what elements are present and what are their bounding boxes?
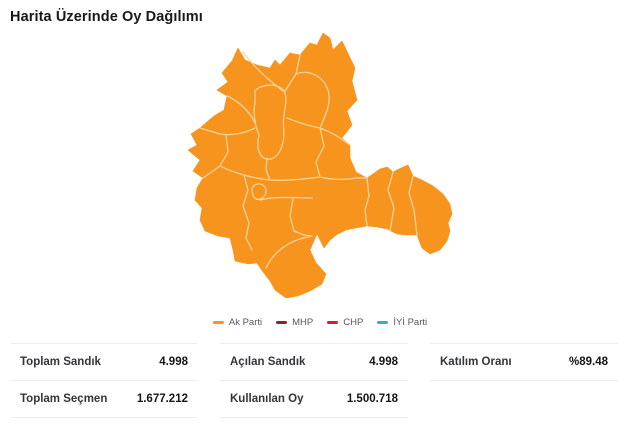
- akparti-color-dash-icon: [212, 321, 224, 324]
- legend-label: Ak Parti: [228, 317, 263, 328]
- legend-item-iyiparti: İYİ Parti: [377, 317, 427, 328]
- stat-empty-cell: [430, 381, 618, 418]
- province-outline[interactable]: [187, 32, 453, 299]
- vote-stats-table: Toplam Sandık 4.998 Açılan Sandık 4.998 …: [10, 343, 618, 418]
- stat-label: Açılan Sandık: [230, 356, 306, 368]
- stat-acilan-sandik: Açılan Sandık 4.998: [220, 343, 408, 381]
- stat-label: Toplam Seçmen: [20, 393, 108, 405]
- legend-item-chp: CHP: [327, 317, 363, 328]
- legend-item-mhp: MHP: [276, 317, 313, 328]
- stat-katilim-orani: Katılım Oranı %89.48: [430, 343, 618, 381]
- stat-toplam-secmen: Toplam Seçmen 1.677.212: [10, 381, 198, 418]
- stat-value: 4.998: [369, 356, 398, 368]
- iyiparti-color-dash-icon: [377, 321, 389, 324]
- legend-label: İYİ Parti: [393, 317, 428, 328]
- stat-label: Katılım Oranı: [440, 356, 512, 368]
- legend-label: MHP: [292, 317, 314, 328]
- page-title: Harita Üzerinde Oy Dağılımı: [10, 9, 203, 25]
- stat-value: 4.998: [159, 356, 188, 368]
- stat-value: 1.677.212: [136, 393, 188, 405]
- chp-color-dash-icon: [327, 321, 339, 324]
- district-borders: [199, 51, 418, 269]
- stat-kullanilan-oy: Kullanılan Oy 1.500.718: [220, 381, 408, 418]
- stat-toplam-sandik: Toplam Sandık 4.998: [10, 343, 198, 381]
- province-map-svg[interactable]: [160, 28, 460, 304]
- legend-item-akparti: Ak Parti: [212, 317, 263, 328]
- party-legend: Ak Parti MHP CHP İYİ Parti: [0, 317, 640, 328]
- stat-value: %89.48: [568, 356, 608, 368]
- mhp-color-dash-icon: [276, 321, 288, 324]
- stat-label: Kullanılan Oy: [230, 393, 304, 405]
- stat-value: 1.500.718: [346, 393, 398, 405]
- stat-label: Toplam Sandık: [20, 356, 101, 368]
- vote-distribution-map[interactable]: [160, 28, 460, 304]
- legend-label: CHP: [343, 317, 364, 328]
